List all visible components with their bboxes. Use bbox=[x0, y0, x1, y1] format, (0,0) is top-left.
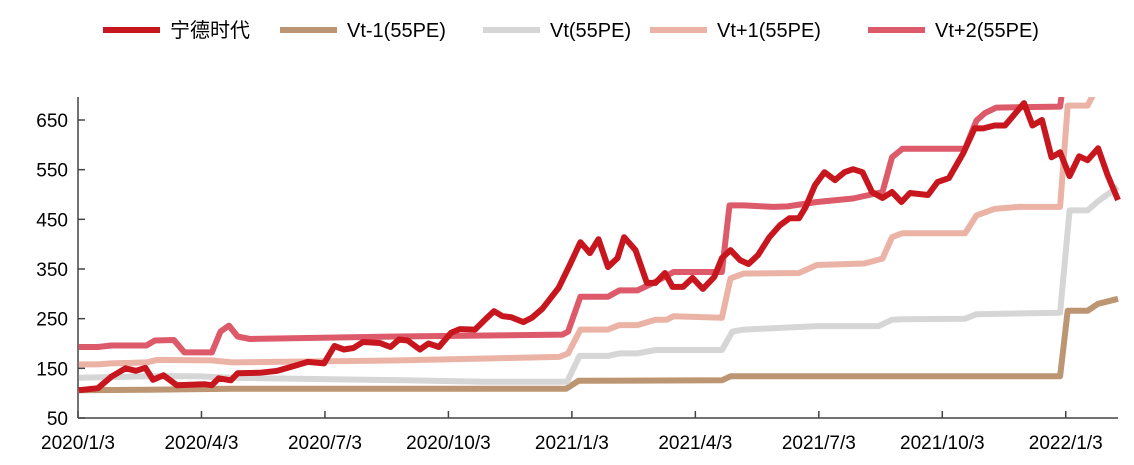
y-tick-label: 650 bbox=[36, 111, 68, 132]
y-tick-label: 550 bbox=[36, 161, 68, 182]
legend-label: Vt+2(55PE) bbox=[935, 20, 1039, 42]
y-tick-label: 450 bbox=[36, 210, 68, 231]
legend: 宁德时代 Vt-1(55PE) Vt(55PE) Vt+1(55PE) Vt+2(55P… bbox=[103, 19, 1039, 42]
legend-label: 宁德时代 bbox=[170, 19, 250, 42]
series-line-4 bbox=[78, 97, 1065, 356]
y-tick-label: 250 bbox=[36, 310, 68, 331]
x-tick-label: 2022/1/3 bbox=[1029, 433, 1103, 454]
y-tick-label: 150 bbox=[36, 359, 68, 380]
series-line-3 bbox=[78, 97, 1096, 368]
legend-label: Vt(55PE) bbox=[550, 20, 631, 42]
x-tick-label: 2020/1/3 bbox=[41, 433, 115, 454]
x-tick-label: 2020/7/3 bbox=[288, 433, 362, 454]
x-tick-label: 2021/1/3 bbox=[535, 433, 609, 454]
y-tick-label: 350 bbox=[36, 260, 68, 281]
x-tick-label: 2020/4/3 bbox=[164, 433, 238, 454]
axes: 50 150 250 350 450 550 650 2020/1/3 2020/4/3 2020… bbox=[36, 97, 1118, 454]
series-line-2 bbox=[78, 184, 1120, 385]
series-line-0 bbox=[78, 100, 1121, 394]
legend-label: Vt-1(55PE) bbox=[347, 20, 446, 42]
series-line-1 bbox=[78, 295, 1119, 394]
y-tick-label: 50 bbox=[47, 409, 68, 430]
x-tick-label: 2021/10/3 bbox=[900, 433, 985, 454]
legend-label: Vt+1(55PE) bbox=[717, 20, 821, 42]
x-tick-label: 2020/10/3 bbox=[406, 433, 491, 454]
x-tick-label: 2021/4/3 bbox=[658, 433, 732, 454]
series-group bbox=[78, 97, 1121, 394]
x-tick-label: 2021/7/3 bbox=[782, 433, 856, 454]
